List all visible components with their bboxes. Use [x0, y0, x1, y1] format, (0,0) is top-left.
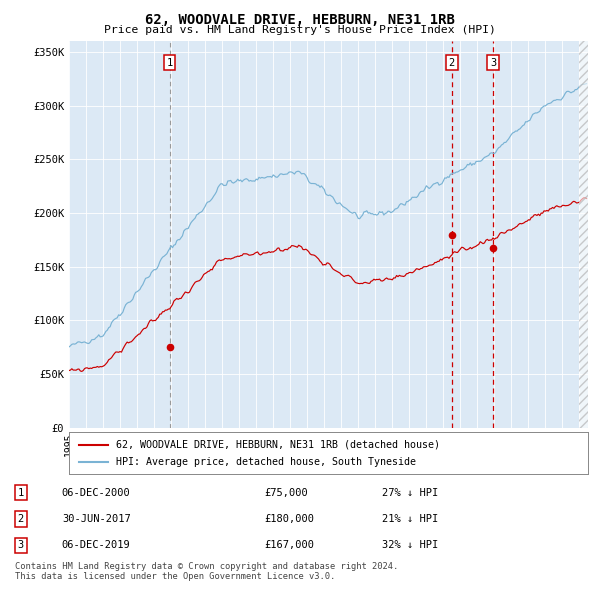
Text: HPI: Average price, detached house, South Tyneside: HPI: Average price, detached house, Sout… — [116, 457, 416, 467]
Text: 32% ↓ HPI: 32% ↓ HPI — [382, 540, 439, 550]
Text: 2: 2 — [17, 514, 24, 523]
Text: 3: 3 — [490, 58, 496, 68]
Text: 30-JUN-2017: 30-JUN-2017 — [62, 514, 131, 523]
Text: Price paid vs. HM Land Registry's House Price Index (HPI): Price paid vs. HM Land Registry's House … — [104, 25, 496, 35]
Text: 27% ↓ HPI: 27% ↓ HPI — [382, 487, 439, 497]
Text: £180,000: £180,000 — [265, 514, 315, 523]
Text: Contains HM Land Registry data © Crown copyright and database right 2024.
This d: Contains HM Land Registry data © Crown c… — [15, 562, 398, 581]
Text: 06-DEC-2019: 06-DEC-2019 — [62, 540, 131, 550]
Text: 2: 2 — [449, 58, 455, 68]
Text: 62, WOODVALE DRIVE, HEBBURN, NE31 1RB (detached house): 62, WOODVALE DRIVE, HEBBURN, NE31 1RB (d… — [116, 440, 440, 450]
Text: 1: 1 — [167, 58, 173, 68]
Text: £75,000: £75,000 — [265, 487, 308, 497]
Text: 1: 1 — [17, 487, 24, 497]
Text: 62, WOODVALE DRIVE, HEBBURN, NE31 1RB: 62, WOODVALE DRIVE, HEBBURN, NE31 1RB — [145, 13, 455, 27]
Text: £167,000: £167,000 — [265, 540, 315, 550]
Text: 06-DEC-2000: 06-DEC-2000 — [62, 487, 131, 497]
Bar — [580, 41, 588, 428]
Text: 3: 3 — [17, 540, 24, 550]
Text: 21% ↓ HPI: 21% ↓ HPI — [382, 514, 439, 523]
